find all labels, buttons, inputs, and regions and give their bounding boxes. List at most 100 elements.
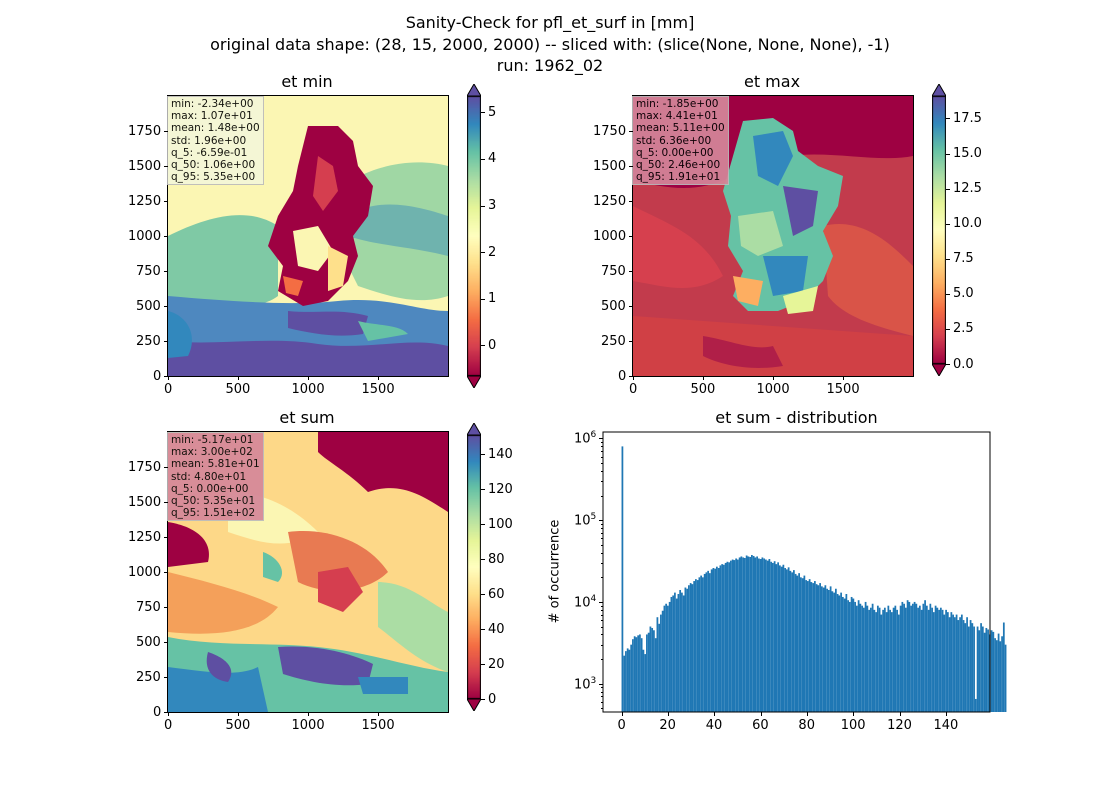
x-tick-label: 1500: [361, 382, 395, 397]
histogram-bar: [824, 585, 827, 712]
tick-mark: [481, 629, 485, 631]
histogram-bar: [728, 562, 731, 712]
tick-mark: [946, 364, 950, 365]
tick-mark: [601, 614, 603, 616]
histogram-bar: [841, 596, 844, 712]
histogram-bar: [793, 570, 795, 712]
histogram-bar: [855, 605, 858, 712]
histogram-bar: [772, 562, 774, 712]
histogram-bar: [677, 594, 680, 712]
histogram-bar: [625, 651, 627, 712]
histogram-bar: [939, 607, 942, 712]
tick-mark: [621, 712, 623, 716]
histogram-bar: [765, 559, 767, 712]
stat-line: q_50: 1.06e+00: [171, 159, 256, 172]
tick-mark: [601, 626, 603, 628]
tick-mark: [946, 293, 950, 295]
histogram-bar: [966, 617, 968, 712]
histogram-bar: [630, 644, 633, 712]
histogram-bar: [681, 592, 683, 712]
tick-mark: [481, 524, 485, 526]
et-max-map-image: [633, 96, 913, 376]
stat-line: mean: 5.11e+00: [636, 122, 725, 135]
histogram-bar: [896, 609, 898, 712]
histogram-bar: [903, 603, 905, 712]
histogram-bar: [854, 601, 856, 712]
histogram-bar: [801, 578, 804, 712]
tick-mark: [899, 712, 901, 716]
histogram-bar: [897, 614, 900, 712]
tick-mark: [667, 712, 669, 716]
histogram-bar: [745, 555, 748, 712]
tick-mark: [164, 537, 168, 538]
histogram-bar: [730, 560, 732, 712]
tick-mark: [238, 376, 239, 380]
histogram-bar: [983, 632, 986, 712]
histogram-bar: [885, 612, 888, 712]
colorbar-tick-label: 12.5: [953, 181, 982, 197]
histogram-bar: [787, 567, 790, 712]
tick-mark: [601, 538, 603, 540]
histogram-bar: [647, 632, 650, 712]
et-min-title: et min: [281, 72, 333, 91]
histogram-bar: [744, 557, 746, 712]
tick-mark: [629, 341, 633, 342]
tick-mark: [601, 609, 603, 611]
histogram-bar: [889, 609, 891, 712]
tick-mark: [946, 153, 950, 155]
stat-line: min: -1.85e+00: [636, 98, 719, 110]
histogram-x-tick-label: 140: [933, 718, 959, 733]
tick-mark: [599, 520, 603, 522]
histogram-bar: [943, 614, 946, 712]
colorbar-tick-label: 80: [488, 551, 505, 567]
tick-mark: [601, 495, 603, 497]
tick-mark: [629, 271, 633, 272]
histogram-bar: [817, 585, 820, 712]
x-tick-label: 0: [164, 382, 173, 397]
et-min-stats-box: min: -2.34e+00 max: 1.07e+01 mean: 1.48e+0…: [167, 96, 264, 186]
tick-mark: [843, 376, 844, 380]
tick-mark: [601, 605, 603, 607]
histogram-bar: [808, 579, 811, 712]
histogram-bar: [716, 566, 718, 712]
histogram-bar: [995, 640, 998, 712]
y-tick-label: 1500: [128, 158, 162, 174]
histogram-bar: [992, 631, 995, 712]
histogram-bar: [807, 581, 809, 712]
tick-mark: [633, 376, 634, 380]
et-sum-title: et sum: [279, 408, 335, 427]
tick-mark: [773, 376, 774, 380]
tick-mark: [946, 258, 950, 260]
histogram-bar: [633, 636, 636, 712]
stat-line: q_50: 2.46e+00: [636, 159, 721, 172]
tick-mark: [601, 620, 603, 622]
y-tick-label: 750: [136, 599, 161, 615]
histogram-bar: [656, 617, 659, 712]
histogram-bar: [847, 600, 849, 712]
histogram-bar: [927, 609, 930, 712]
tick-mark: [806, 712, 808, 716]
histogram-bar: [763, 558, 766, 712]
tick-mark: [481, 454, 485, 456]
histogram-bar: [819, 583, 821, 712]
tick-mark: [946, 223, 950, 225]
histogram-bar: [775, 564, 778, 712]
y-tick-label: 1250: [128, 193, 162, 209]
y-tick-label: 1250: [593, 193, 627, 209]
histogram-bar: [908, 601, 911, 712]
histogram-bar: [705, 572, 708, 712]
histogram-bar: [887, 605, 890, 712]
histogram-bar: [710, 569, 713, 712]
histogram-bar: [651, 627, 654, 712]
histogram-x-tick-label: 40: [705, 718, 723, 733]
y-tick-label: 1750: [593, 123, 627, 139]
colorbar-tick-label: 0: [488, 691, 497, 707]
histogram-bar: [871, 603, 874, 712]
tick-mark: [378, 376, 379, 380]
y-tick-label: 250: [601, 333, 626, 349]
histogram-bar: [724, 562, 727, 712]
histogram-x-tick-label: 80: [798, 718, 815, 733]
tick-mark: [601, 708, 603, 710]
histogram-bar: [679, 589, 682, 712]
histogram-bar: [994, 638, 996, 712]
